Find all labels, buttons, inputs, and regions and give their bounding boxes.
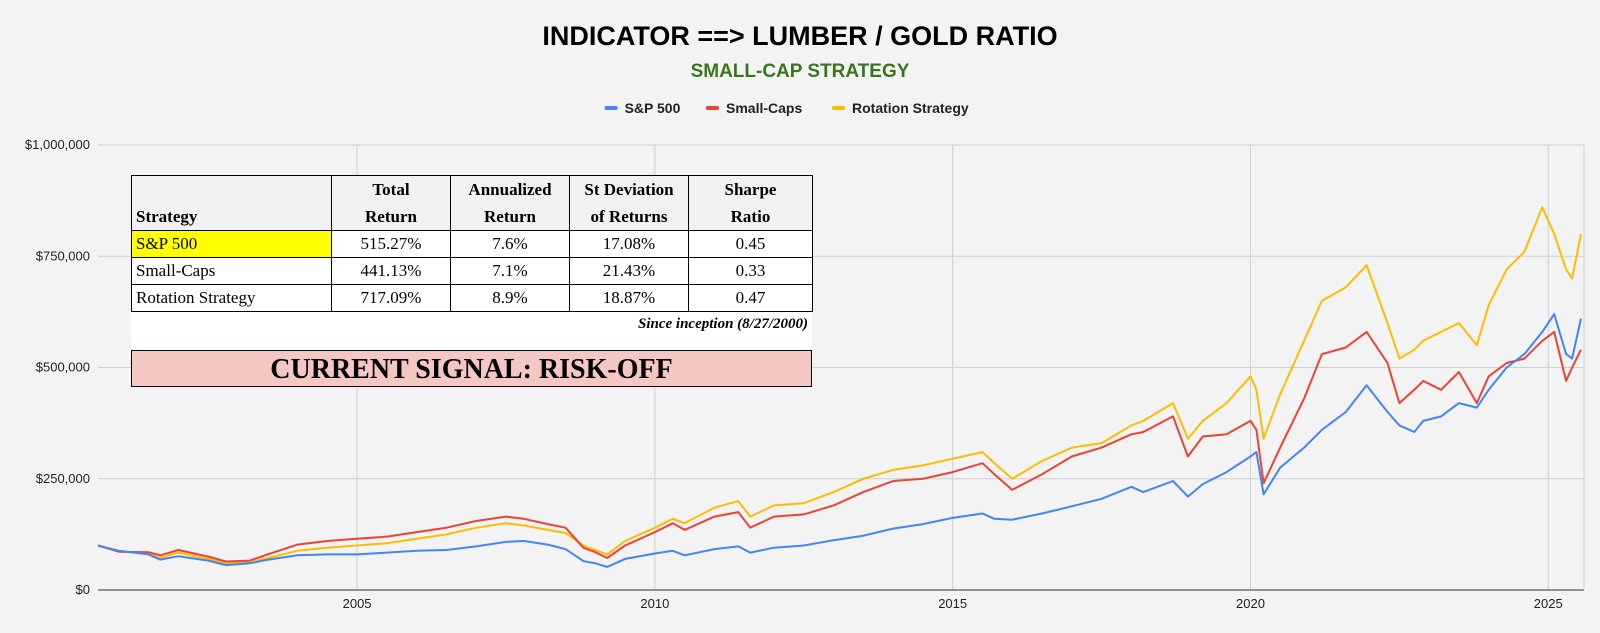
- series-line-small-caps: [97, 330, 1582, 563]
- row-st-deviation: 18.87%: [569, 284, 689, 312]
- table-row: Rotation Strategy 717.09% 8.9% 18.87% 0.…: [131, 284, 813, 312]
- header-sharpe-ratio: Sharpe Ratio: [688, 175, 813, 231]
- row-strategy-name: Small-Caps: [131, 257, 332, 285]
- stats-header-row: Strategy Total Return Annualized Return St…: [131, 175, 813, 231]
- header-strategy: Strategy: [131, 175, 332, 231]
- chart-legend: S&P 500 Small-Caps Rotation Strategy: [604, 100, 969, 116]
- table-row: S&P 500 515.27% 7.6% 17.08% 0.45: [131, 230, 813, 258]
- row-annualized-return: 7.1%: [450, 257, 570, 285]
- series-line-s-p-500: [97, 313, 1582, 568]
- x-tick-label: 2015: [938, 596, 967, 611]
- header-annualized-return: Annualized Return: [450, 175, 570, 231]
- row-strategy-name: S&P 500: [131, 230, 332, 258]
- row-total-return: 515.27%: [331, 230, 451, 258]
- y-tick-label: $1,000,000: [25, 137, 90, 152]
- y-tick-label: $250,000: [36, 471, 90, 486]
- table-row: Small-Caps 441.13% 7.1% 21.43% 0.33: [131, 257, 813, 285]
- chart-subtitle: SMALL-CAP STRATEGY: [691, 61, 910, 82]
- x-tick-label: 2020: [1236, 596, 1265, 611]
- legend-label: Rotation Strategy: [852, 100, 969, 116]
- row-annualized-return: 7.6%: [450, 230, 570, 258]
- legend-swatch: [706, 106, 719, 110]
- x-tick-label: 2025: [1534, 596, 1563, 611]
- header-total-return: Total Return: [331, 175, 451, 231]
- x-axis-ticks: 2005 2010 2015 2020 2025: [343, 596, 1563, 611]
- series-line-rotation-strategy: [97, 206, 1582, 565]
- row-sharpe-ratio: 0.33: [688, 257, 813, 285]
- row-sharpe-ratio: 0.47: [688, 284, 813, 312]
- inception-note: Since inception (8/27/2000): [638, 316, 808, 332]
- stats-panel: Strategy Total Return Annualized Return St…: [131, 175, 813, 387]
- row-strategy-name: Rotation Strategy: [131, 284, 332, 312]
- row-annualized-return: 8.9%: [450, 284, 570, 312]
- chart-title: INDICATOR ==> LUMBER / GOLD RATIO: [542, 21, 1057, 51]
- current-signal-banner: CURRENT SIGNAL: RISK-OFF: [131, 350, 812, 387]
- row-total-return: 717.09%: [331, 284, 451, 312]
- y-tick-label: $750,000: [36, 248, 90, 263]
- x-tick-label: 2010: [640, 596, 669, 611]
- series-lines: [97, 206, 1582, 568]
- y-tick-label: $0: [76, 582, 90, 597]
- row-total-return: 441.13%: [331, 257, 451, 285]
- row-st-deviation: 17.08%: [569, 230, 689, 258]
- legend-swatch: [604, 106, 618, 110]
- y-axis-ticks: $0 $250,000 $500,000 $750,000 $1,000,000: [25, 137, 90, 597]
- x-tick-label: 2005: [343, 596, 372, 611]
- stats-table: Strategy Total Return Annualized Return St…: [131, 175, 813, 312]
- y-tick-label: $500,000: [36, 360, 90, 375]
- legend-swatch: [832, 106, 845, 110]
- header-st-deviation: St Deviation of Returns: [569, 175, 689, 231]
- legend-label: Small-Caps: [726, 100, 802, 116]
- legend-label: S&P 500: [625, 100, 681, 116]
- row-sharpe-ratio: 0.45: [688, 230, 813, 258]
- row-st-deviation: 21.43%: [569, 257, 689, 285]
